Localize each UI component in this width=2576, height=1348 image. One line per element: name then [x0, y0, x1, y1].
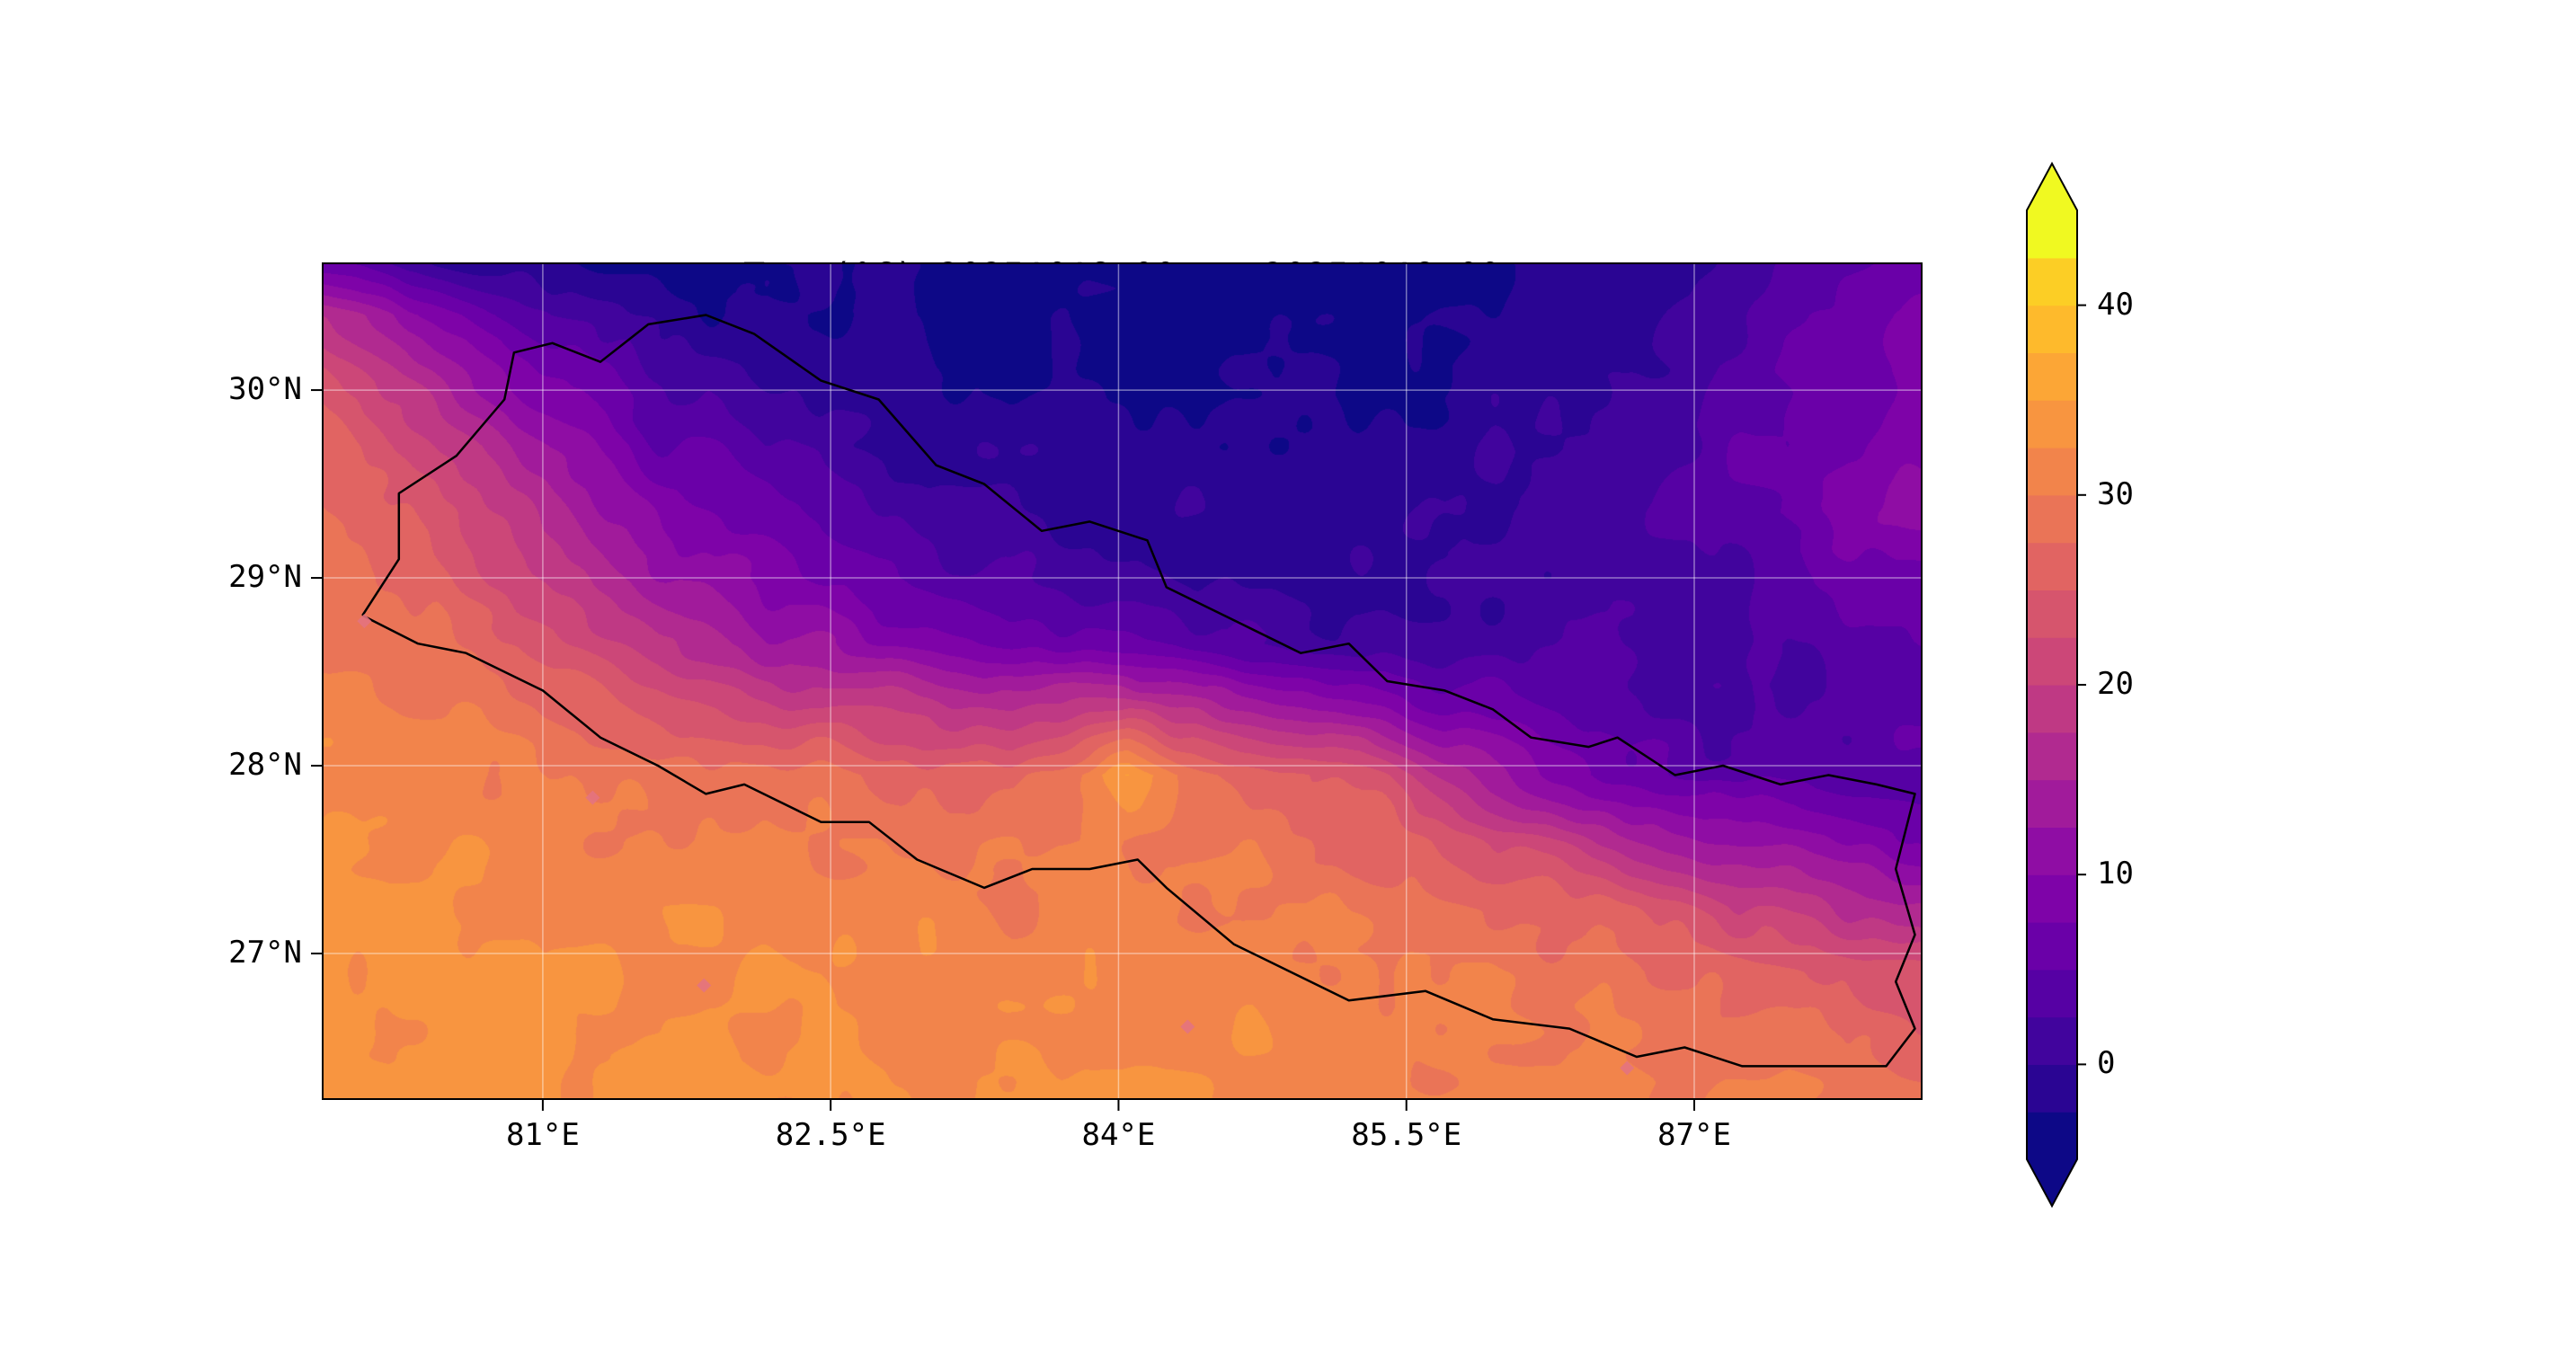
x-tick-label: 82.5°E [775, 1117, 886, 1153]
colorbar-band [2027, 305, 2077, 353]
colorbar-band [2027, 542, 2077, 590]
temperature-field-canvas [323, 263, 1922, 1099]
colorbar-band [2027, 874, 2077, 923]
y-tick-label: 29°N [228, 559, 302, 596]
colorbar-over-triangle [2027, 164, 2077, 210]
colorbar-tick-label: 10 [2097, 856, 2134, 892]
colorbar-tick-label: 20 [2097, 666, 2134, 702]
x-tick-label: 87°E [1657, 1117, 1731, 1153]
colorbar-band [2027, 922, 2077, 971]
colorbar-band [2027, 637, 2077, 686]
colorbar-band [2027, 448, 2077, 496]
colorbar-band [2027, 590, 2077, 638]
colorbar-band [2027, 1016, 2077, 1065]
colorbar-band [2027, 827, 2077, 875]
colorbar-band [2027, 352, 2077, 401]
colorbar-under-triangle [2027, 1159, 2077, 1206]
colorbar-band [2027, 732, 2077, 781]
colorbar-band [2027, 400, 2077, 448]
colorbar-band [2027, 969, 2077, 1018]
colorbar-band [2027, 1064, 2077, 1113]
colorbar-outline [2026, 161, 2078, 1209]
x-tick-label: 81°E [505, 1117, 580, 1153]
colorbar-band [2027, 257, 2077, 306]
y-tick-label: 27°N [228, 935, 302, 971]
y-tick-label: 28°N [228, 747, 302, 784]
colorbar-band [2027, 494, 2077, 544]
y-tick-label: 30°N [228, 371, 302, 408]
colorbar-tick-label: 0 [2097, 1045, 2116, 1082]
colorbar-band [2027, 210, 2077, 259]
colorbar-band [2027, 779, 2077, 828]
colorbar-band [2027, 1112, 2077, 1160]
colorbar-tick-label: 40 [2097, 286, 2134, 323]
x-tick-label: 85.5°E [1351, 1117, 1462, 1153]
colorbar-band [2027, 685, 2077, 733]
x-tick-label: 84°E [1081, 1117, 1156, 1153]
colorbar-tick-label: 30 [2097, 475, 2134, 512]
